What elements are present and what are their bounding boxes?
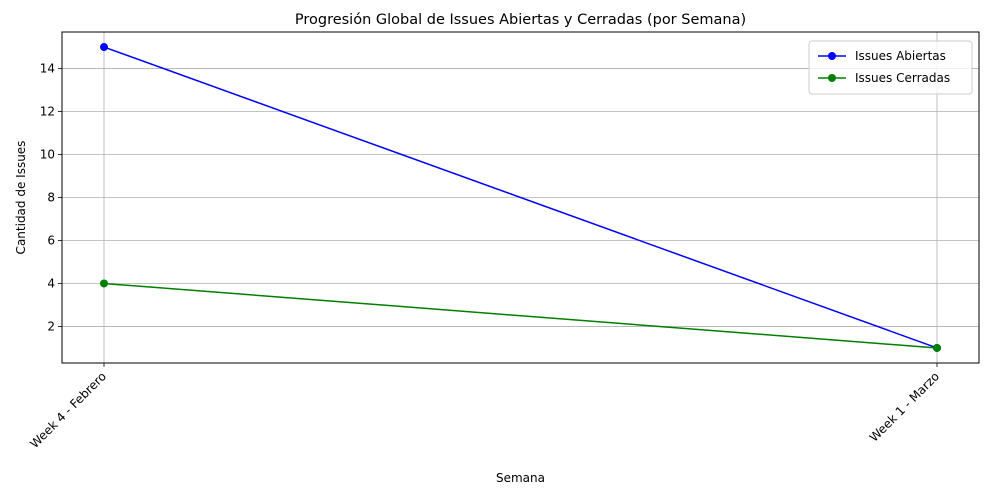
legend-box — [808, 40, 973, 95]
y-tick-label: 12 — [40, 105, 55, 119]
legend-marker-1 — [828, 74, 836, 82]
legend-label-1: Issues Cerradas — [855, 71, 950, 85]
y-tick-label: 4 — [47, 276, 55, 290]
data-point — [933, 343, 941, 352]
x-axis-title: Semana — [496, 471, 545, 485]
y-tick-label: 10 — [40, 148, 55, 162]
series-line-1 — [103, 282, 938, 349]
y-axis-title: Cantidad de Issues — [14, 141, 28, 255]
series-line-0 — [103, 46, 938, 349]
y-tick-label: 14 — [40, 62, 55, 76]
legend: Issues Abiertas Issues Cerradas — [808, 40, 973, 95]
y-tick-label: 2 — [47, 319, 55, 333]
chart-title: Progresión Global de Issues Abiertas y C… — [295, 12, 746, 28]
y-tick-label: 8 — [47, 191, 55, 205]
legend-label-0: Issues Abiertas — [855, 49, 946, 63]
series-layer — [100, 43, 941, 352]
legend-marker-0 — [828, 52, 836, 60]
data-point — [100, 43, 108, 52]
data-point — [100, 279, 108, 288]
y-tick-label: 6 — [47, 233, 55, 247]
